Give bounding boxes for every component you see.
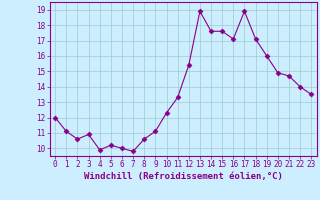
X-axis label: Windchill (Refroidissement éolien,°C): Windchill (Refroidissement éolien,°C) [84,172,283,181]
